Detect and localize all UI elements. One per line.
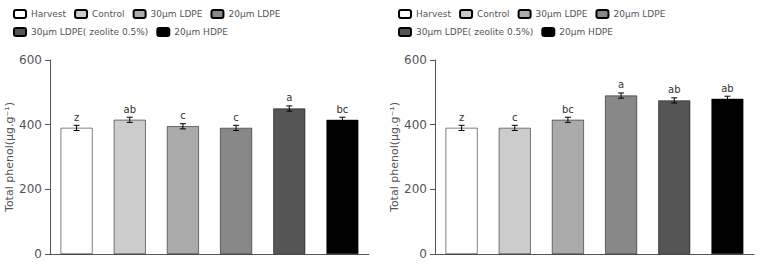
svg-text:Total phenol(μg.g⁻¹): Total phenol(μg.g⁻¹) [3, 102, 16, 213]
svg-text:a: a [286, 92, 292, 103]
svg-text:30μm LDPE( zeolite 0.5%): 30μm LDPE( zeolite 0.5%) [416, 27, 533, 37]
svg-text:z: z [459, 112, 464, 123]
svg-text:ab: ab [124, 104, 136, 115]
svg-text:Harvest: Harvest [31, 9, 67, 19]
svg-text:0: 0 [419, 247, 427, 261]
svg-text:400: 400 [19, 118, 42, 132]
svg-text:Control: Control [477, 9, 510, 19]
svg-text:30μm LDPE( zeolite 0.5%): 30μm LDPE( zeolite 0.5%) [31, 27, 148, 37]
svg-text:30μm LDPE: 30μm LDPE [151, 9, 203, 19]
svg-text:c: c [512, 112, 518, 123]
svg-text:bc: bc [562, 104, 574, 115]
svg-text:ab: ab [721, 83, 733, 94]
svg-text:z: z [74, 112, 79, 123]
svg-text:600: 600 [19, 53, 42, 67]
svg-text:20μm LDPE: 20μm LDPE [228, 9, 280, 19]
svg-text:Total phenol(μg.g⁻¹): Total phenol(μg.g⁻¹) [388, 102, 401, 213]
svg-text:c: c [233, 112, 239, 123]
svg-text:200: 200 [19, 182, 42, 196]
svg-text:ab: ab [668, 84, 680, 95]
svg-text:Control: Control [92, 9, 125, 19]
svg-text:20μm HDPE: 20μm HDPE [174, 27, 228, 37]
svg-text:a: a [618, 79, 624, 90]
svg-text:20μm LDPE: 20μm LDPE [613, 9, 665, 19]
svg-text:30μm LDPE: 30μm LDPE [536, 9, 588, 19]
svg-text:0: 0 [34, 247, 42, 261]
svg-text:600: 600 [404, 53, 427, 67]
svg-text:c: c [180, 110, 186, 121]
svg-text:200: 200 [404, 182, 427, 196]
svg-text:bc: bc [336, 104, 348, 115]
svg-text:20μm HDPE: 20μm HDPE [559, 27, 613, 37]
svg-text:400: 400 [404, 118, 427, 132]
svg-text:Harvest: Harvest [416, 9, 452, 19]
